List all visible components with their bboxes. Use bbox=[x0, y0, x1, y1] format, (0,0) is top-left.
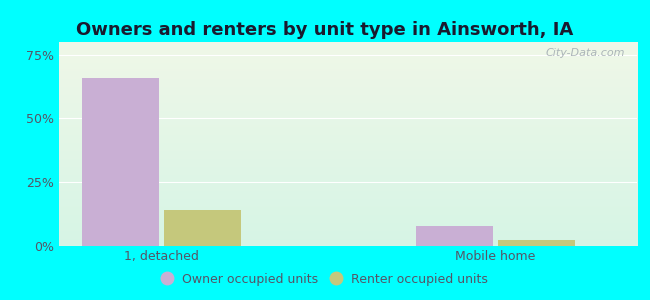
Bar bbox=[416, 226, 493, 246]
Bar bbox=[498, 240, 575, 246]
Legend: Owner occupied units, Renter occupied units: Owner occupied units, Renter occupied un… bbox=[157, 268, 493, 291]
Bar bbox=[82, 78, 159, 246]
Text: City-Data.com: City-Data.com bbox=[546, 48, 625, 58]
Bar bbox=[164, 210, 241, 246]
Text: Owners and renters by unit type in Ainsworth, IA: Owners and renters by unit type in Ainsw… bbox=[77, 21, 573, 39]
